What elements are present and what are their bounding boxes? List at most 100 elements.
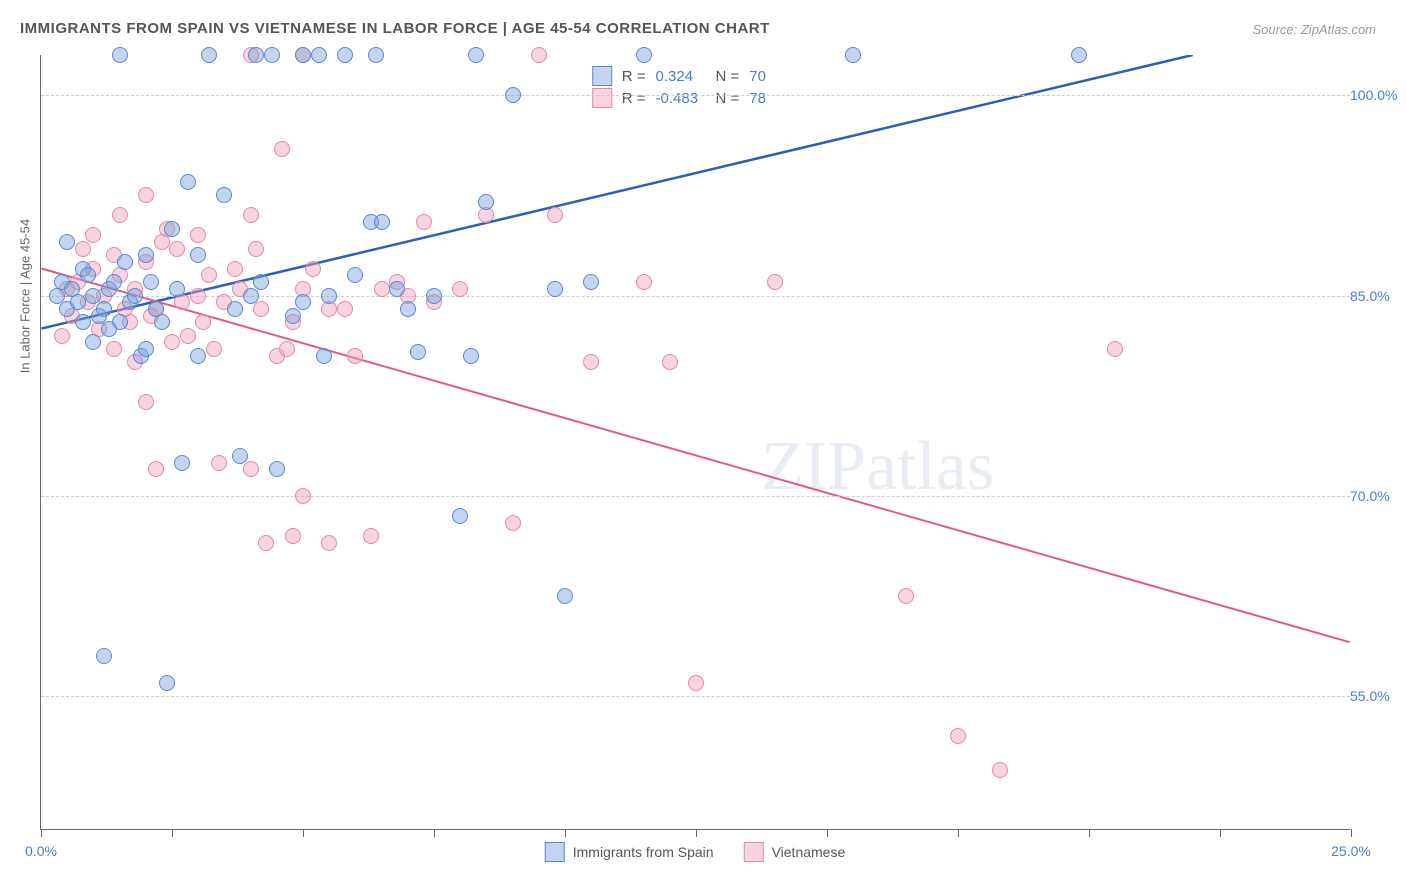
r-label: R = [622, 90, 646, 107]
point-vietnamese [452, 281, 468, 297]
point-vietnamese [164, 334, 180, 350]
point-vietnamese [662, 354, 678, 370]
point-spain [347, 267, 363, 283]
point-vietnamese [583, 354, 599, 370]
point-spain [269, 461, 285, 477]
point-spain [201, 47, 217, 63]
point-spain [316, 348, 332, 364]
point-spain [138, 341, 154, 357]
chart-container: ZIPatlas R = 0.324 N = 70 R = -0.483 N =… [40, 55, 1350, 830]
point-spain [216, 187, 232, 203]
point-vietnamese [190, 227, 206, 243]
point-spain [557, 588, 573, 604]
swatch-vietnamese [744, 842, 764, 862]
legend-row-vietnamese: R = -0.483 N = 78 [592, 88, 800, 108]
gridline [41, 496, 1350, 497]
point-vietnamese [285, 528, 301, 544]
correlation-legend: R = 0.324 N = 70 R = -0.483 N = 78 [584, 60, 808, 114]
point-spain [101, 321, 117, 337]
point-spain [337, 47, 353, 63]
point-vietnamese [243, 461, 259, 477]
r-value-vietnamese: -0.483 [656, 90, 706, 107]
point-spain [478, 194, 494, 210]
point-vietnamese [75, 241, 91, 257]
r-label: R = [622, 68, 646, 85]
point-vietnamese [206, 341, 222, 357]
point-spain [154, 314, 170, 330]
point-vietnamese [85, 227, 101, 243]
point-spain [285, 308, 301, 324]
n-value-spain: 70 [749, 68, 799, 85]
point-spain [112, 47, 128, 63]
x-tick [827, 829, 828, 837]
point-spain [547, 281, 563, 297]
point-spain [295, 47, 311, 63]
point-spain [845, 47, 861, 63]
point-spain [374, 214, 390, 230]
point-vietnamese [1107, 341, 1123, 357]
point-vietnamese [767, 274, 783, 290]
point-vietnamese [154, 234, 170, 250]
point-vietnamese [190, 288, 206, 304]
x-tick [1220, 829, 1221, 837]
point-vietnamese [279, 341, 295, 357]
point-spain [159, 675, 175, 691]
legend-item-vietnamese: Vietnamese [744, 842, 846, 862]
point-vietnamese [416, 214, 432, 230]
point-vietnamese [106, 341, 122, 357]
point-spain [253, 274, 269, 290]
plot-area: ZIPatlas R = 0.324 N = 70 R = -0.483 N =… [40, 55, 1350, 830]
point-spain [410, 344, 426, 360]
point-spain [190, 348, 206, 364]
point-spain [80, 267, 96, 283]
swatch-spain [592, 66, 612, 86]
point-spain [143, 274, 159, 290]
x-tick [958, 829, 959, 837]
point-spain [452, 508, 468, 524]
point-vietnamese [950, 728, 966, 744]
point-vietnamese [688, 675, 704, 691]
watermark-text: ZIPatlas [761, 427, 994, 507]
point-spain [85, 334, 101, 350]
point-spain [106, 274, 122, 290]
point-vietnamese [169, 241, 185, 257]
x-tick-label: 0.0% [25, 843, 57, 859]
x-tick-label: 25.0% [1331, 843, 1371, 859]
point-vietnamese [248, 241, 264, 257]
point-vietnamese [321, 535, 337, 551]
legend-row-spain: R = 0.324 N = 70 [592, 66, 800, 86]
x-tick [1351, 829, 1352, 837]
y-tick-label: 70.0% [1350, 488, 1406, 504]
point-vietnamese [898, 588, 914, 604]
point-spain [232, 448, 248, 464]
point-vietnamese [201, 267, 217, 283]
point-vietnamese [54, 328, 70, 344]
point-vietnamese [211, 455, 227, 471]
x-tick [696, 829, 697, 837]
point-vietnamese [547, 207, 563, 223]
trend-lines [41, 55, 1350, 829]
x-tick [434, 829, 435, 837]
x-tick [1089, 829, 1090, 837]
point-spain [264, 47, 280, 63]
point-vietnamese [295, 488, 311, 504]
point-spain [389, 281, 405, 297]
legend-label-vietnamese: Vietnamese [772, 844, 846, 860]
point-spain [127, 288, 143, 304]
gridline [41, 696, 1350, 697]
point-vietnamese [112, 207, 128, 223]
legend-item-spain: Immigrants from Spain [545, 842, 714, 862]
point-vietnamese [505, 515, 521, 531]
point-vietnamese [274, 141, 290, 157]
point-spain [368, 47, 384, 63]
point-spain [505, 87, 521, 103]
point-spain [311, 47, 327, 63]
point-spain [96, 648, 112, 664]
point-vietnamese [138, 394, 154, 410]
x-tick [303, 829, 304, 837]
swatch-vietnamese [592, 88, 612, 108]
point-vietnamese [138, 187, 154, 203]
point-spain [468, 47, 484, 63]
point-spain [321, 288, 337, 304]
point-spain [75, 314, 91, 330]
